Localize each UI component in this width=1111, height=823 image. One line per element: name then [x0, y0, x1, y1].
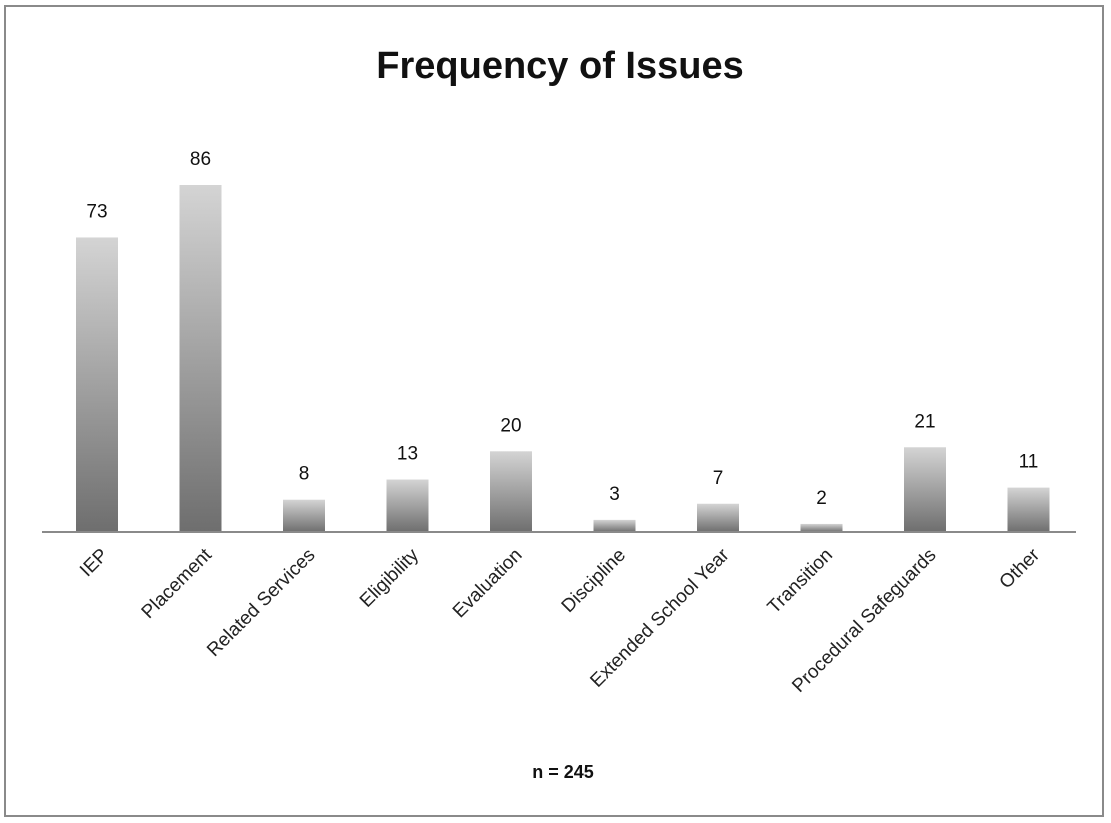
- category-label-transition: Transition: [764, 545, 837, 618]
- category-label-other: Other: [996, 544, 1045, 593]
- bar-other: [1007, 487, 1050, 532]
- value-label-evaluation: 20: [500, 415, 521, 436]
- bar-placement: [179, 185, 222, 532]
- value-label-related-services: 8: [299, 464, 310, 485]
- sample-size-note: n = 245: [532, 762, 594, 782]
- category-label-discipline: Discipline: [558, 545, 630, 617]
- value-label-placement: 86: [190, 149, 211, 170]
- bars-group: [76, 185, 1050, 532]
- value-label-eligibility: 13: [397, 444, 418, 465]
- bar-discipline: [593, 519, 636, 532]
- bar-extended-school-year: [697, 503, 739, 532]
- value-label-transition: 2: [816, 488, 827, 509]
- value-label-extended-school-year: 7: [713, 468, 724, 489]
- bar-transition: [800, 523, 843, 532]
- category-label-evaluation: Evaluation: [449, 545, 527, 623]
- bar-evaluation: [490, 451, 532, 532]
- bar-eligibility: [386, 479, 429, 532]
- value-labels-group: 73 86 8 13 20 3 7 2 21 11: [86, 149, 1038, 509]
- value-label-discipline: 3: [609, 484, 620, 505]
- value-label-procedural-safeguards: 21: [914, 411, 935, 432]
- bar-related-services: [283, 499, 325, 532]
- value-label-other: 11: [1019, 452, 1039, 473]
- category-label-iep: IEP: [76, 545, 113, 582]
- bar-iep: [76, 237, 118, 532]
- bar-procedural-safeguards: [904, 447, 946, 532]
- category-label-eligibility: Eligibility: [356, 544, 423, 611]
- category-label-related-services: Related Services: [203, 545, 319, 661]
- value-label-iep: 73: [86, 201, 107, 222]
- chart-title: Frequency of Issues: [376, 45, 743, 87]
- category-label-placement: Placement: [138, 544, 217, 623]
